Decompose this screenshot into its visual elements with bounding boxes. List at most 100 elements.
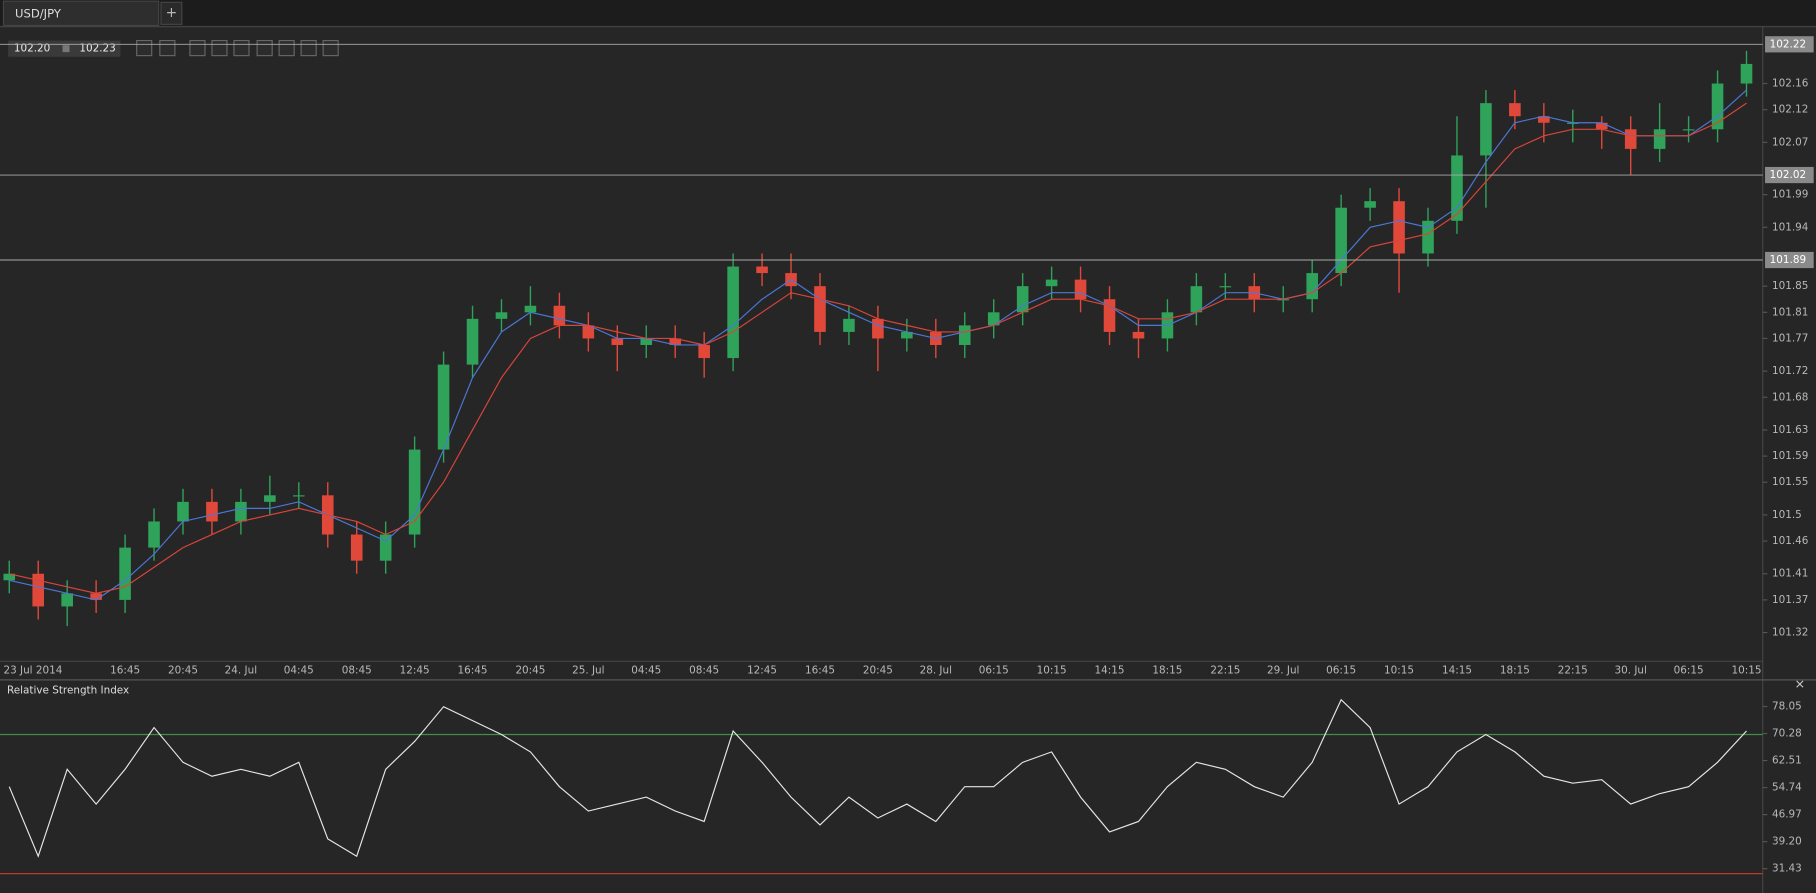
candle-body [1509, 103, 1521, 117]
candle-body [32, 573, 45, 607]
x-tick-label: 28. Jul [920, 665, 952, 677]
timeframe[interactable] [189, 39, 206, 57]
tab-label: USD/JPY [15, 6, 62, 20]
tab[interactable] [2, 0, 160, 27]
x-tick-label: 20:45 [515, 665, 545, 677]
y-tick-label: 78.05 [1772, 700, 1802, 712]
y-tick-label: 31.43 [1772, 863, 1802, 875]
candle-body [958, 325, 971, 345]
candle-body [727, 266, 739, 359]
candle-body [611, 338, 624, 345]
y-tick-label: 54.74 [1772, 782, 1802, 794]
close-indicator[interactable]: × [1794, 677, 1805, 692]
candle-body [350, 534, 363, 561]
candle-body [1103, 299, 1116, 332]
candle-body [1711, 83, 1724, 130]
chart-type[interactable] [211, 39, 228, 57]
y-tick-label: 102.16 [1772, 78, 1808, 90]
moving-average [9, 102, 1747, 594]
indicator-title: Relative Strength Index [7, 684, 129, 696]
x-tick-label: 06:15 [979, 665, 1009, 677]
candle-body [1190, 286, 1203, 313]
y-tick-label: 101.59 [1772, 450, 1808, 462]
x-tick-label: 16:45 [458, 665, 488, 677]
candle-body [1480, 103, 1492, 156]
y-tick-label: 101.41 [1772, 568, 1808, 580]
y-tick-label: 101.77 [1772, 332, 1808, 344]
candle-body [1451, 155, 1463, 221]
x-tick-label: 06:15 [1326, 665, 1356, 677]
y-tick-label: 101.46 [1772, 535, 1808, 547]
candle-body [293, 495, 305, 497]
candle-body [1393, 201, 1405, 254]
candle-body [148, 521, 160, 548]
y-tick-label: 62.51 [1772, 755, 1802, 767]
x-tick-label: 12:45 [747, 665, 777, 677]
candle-body [1074, 279, 1087, 300]
candle-body [640, 338, 653, 345]
candle-body [524, 305, 537, 313]
x-tick-label: 18:15 [1500, 665, 1530, 677]
candle-body [90, 593, 102, 600]
candle-body [177, 501, 189, 522]
x-tick-label: 20:45 [168, 665, 198, 677]
y-tick-label: 101.81 [1772, 306, 1808, 318]
edit[interactable] [300, 39, 317, 57]
y-tick-label: 101.55 [1772, 476, 1808, 488]
y-tick-label: 102.12 [1772, 104, 1808, 116]
zoom-in[interactable] [159, 39, 176, 57]
x-tick-label: 10:15 [1732, 665, 1762, 677]
rsi-line [8, 698, 1747, 858]
x-tick-label: 06:15 [1674, 665, 1704, 677]
candle-body [1653, 129, 1666, 149]
candle-body [843, 318, 855, 332]
candle-body [264, 495, 276, 502]
y-tick-label: 101.63 [1772, 424, 1808, 436]
toolbar [136, 39, 339, 57]
price-level-box [1765, 166, 1814, 184]
ask-price: 102.23 [79, 43, 115, 55]
pen[interactable] [322, 39, 339, 57]
candle-body [61, 593, 73, 607]
candle-body [582, 325, 595, 339]
x-tick-label: 04:45 [284, 665, 314, 677]
x-tick-label: 14:15 [1442, 665, 1472, 677]
zoom-out[interactable] [136, 39, 153, 57]
candle-body [987, 312, 1000, 326]
candle-body [553, 305, 566, 326]
x-tick-label: 23 Jul 2014 [3, 665, 62, 677]
y-tick-label: 70.28 [1772, 728, 1802, 740]
candle-body [1422, 220, 1434, 254]
candle-body [872, 318, 884, 339]
moving-average [9, 89, 1747, 601]
x-tick-label: 22:15 [1558, 665, 1588, 677]
candle-body [1219, 286, 1232, 288]
candle-body [698, 344, 710, 359]
x-tick-label: 16:45 [110, 665, 140, 677]
x-tick-label: 14:15 [1095, 665, 1125, 677]
x-tick-label: 10:15 [1384, 665, 1414, 677]
new-tab-button[interactable] [160, 1, 183, 25]
spread-icon [62, 45, 70, 53]
x-tick-label: 20:45 [863, 665, 893, 677]
price-level-label: 101.89 [1770, 254, 1806, 266]
y-tick-label: 101.5 [1772, 509, 1802, 521]
price-level-box [1765, 36, 1814, 53]
x-tick-label: 25. Jul [572, 665, 604, 677]
x-tick-label: 29. Jul [1267, 665, 1299, 677]
candle-body [379, 534, 392, 561]
templates[interactable] [278, 39, 295, 57]
candle-body [669, 338, 681, 345]
candle-body [1682, 129, 1695, 131]
candle-body [1335, 207, 1347, 274]
y-tick-label: 101.99 [1772, 189, 1808, 201]
candle-body [1132, 331, 1145, 339]
y-tick-label: 101.72 [1772, 365, 1808, 377]
indicators[interactable] [233, 39, 250, 57]
candle-body [1538, 116, 1550, 123]
drawing[interactable] [256, 39, 273, 57]
y-tick-label: 46.97 [1772, 809, 1802, 821]
candle-body [1016, 286, 1029, 313]
